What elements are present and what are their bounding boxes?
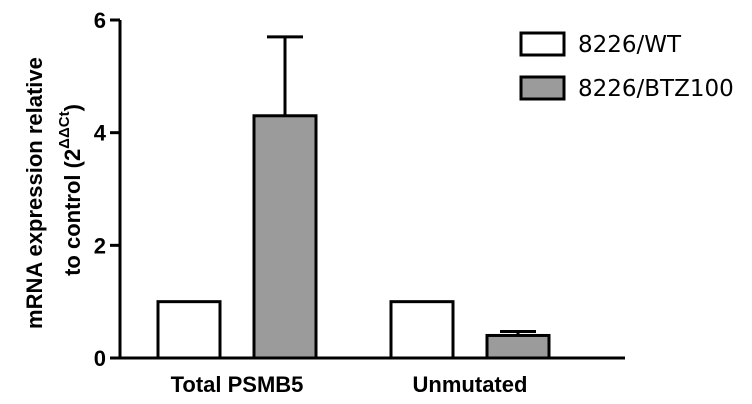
legend: 8226/WT 8226/BTZ100: [519, 31, 734, 102]
x-category-label: Unmutated: [413, 372, 528, 397]
legend-label: 8226/BTZ100: [578, 76, 734, 102]
bar: [252, 114, 318, 360]
bar: [485, 333, 551, 360]
legend-swatch: [519, 75, 566, 101]
y-tick-label: 2: [94, 233, 106, 258]
y-axis-label-superscript: ΔΔCt: [56, 111, 73, 148]
y-tick-label: 0: [94, 346, 106, 371]
bar: [156, 300, 222, 360]
legend-swatch: [519, 31, 566, 57]
bars: Total PSMB5 Unmutated: [156, 35, 551, 397]
y-axis-label-line2-prefix: to control (2: [60, 149, 85, 276]
x-category-label: Total PSMB5: [171, 372, 304, 397]
y-tick-label: 4: [94, 121, 107, 146]
y-axis-label-line1: mRNA expression relative: [22, 57, 47, 329]
legend-label: 8226/WT: [578, 32, 682, 58]
y-axis-label-line2-suffix: ): [60, 104, 85, 111]
bar: [389, 300, 455, 360]
y-tick-label: 6: [94, 8, 106, 33]
y-axis-label: mRNA expression relative to control (2ΔΔ…: [22, 51, 85, 329]
